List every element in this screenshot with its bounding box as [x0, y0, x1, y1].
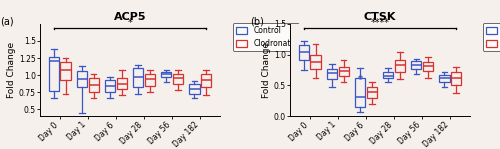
Text: ****: **** — [370, 18, 390, 28]
Title: CTSK: CTSK — [364, 12, 396, 22]
Y-axis label: Fold Change: Fold Change — [262, 42, 271, 98]
Title: ACP5: ACP5 — [114, 12, 146, 22]
Legend: Control, Clodronate: Control, Clodronate — [483, 23, 500, 51]
Text: *: * — [128, 18, 132, 28]
Legend: Control, Clodronate: Control, Clodronate — [233, 23, 298, 51]
Text: (a): (a) — [0, 16, 14, 27]
Y-axis label: Fold Change: Fold Change — [7, 42, 16, 98]
Text: (b): (b) — [250, 16, 264, 27]
